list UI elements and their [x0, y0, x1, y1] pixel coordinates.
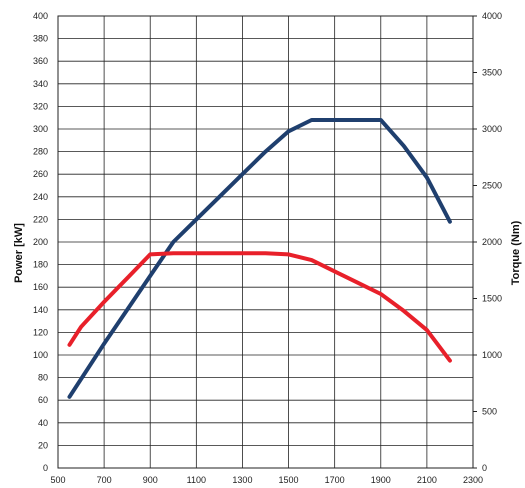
y2-tick-label: 1500	[482, 294, 502, 304]
y2-tick-label: 2000	[482, 237, 502, 247]
y2-tick-label: 0	[482, 463, 487, 473]
y-tick-label: 200	[33, 237, 48, 247]
x-tick-label: 700	[97, 475, 112, 485]
y-tick-label: 280	[33, 147, 48, 157]
y2-tick-label: 2500	[482, 181, 502, 191]
x-tick-labels: 500 700 900 1100 1300 1500 1700 1900 2100 2300	[50, 475, 483, 485]
y-tick-label: 340	[33, 79, 48, 89]
x-tick-label: 1500	[279, 475, 299, 485]
series-line-2	[67, 251, 452, 363]
x-tick-label: 1700	[325, 475, 345, 485]
grid-lines	[57, 15, 474, 469]
y-tick-label: 400	[33, 11, 48, 21]
y-tick-label: 160	[33, 282, 48, 292]
y2-tick-label: 1000	[482, 350, 502, 360]
y-tick-label: 60	[38, 395, 48, 405]
y2-tick-labels: 0 500 1000 1500 2000 2500 3000 3500 4000	[473, 11, 502, 473]
y-tick-label: 300	[33, 124, 48, 134]
y-tick-label: 80	[38, 373, 48, 383]
x-tick-label: 2100	[417, 475, 437, 485]
y-tick-label: 40	[38, 418, 48, 428]
y-tick-label: 240	[33, 192, 48, 202]
y-tick-label: 180	[33, 260, 48, 270]
y2-axis-title: Torque (Nm)	[510, 220, 522, 285]
y-tick-label: 20	[38, 440, 48, 450]
series-line-1	[67, 118, 452, 399]
y-tick-label: 360	[33, 56, 48, 66]
y-tick-label: 120	[33, 327, 48, 337]
y-tick-label: 380	[33, 34, 48, 44]
y-tick-label: 320	[33, 101, 48, 111]
y2-tick-label: 3500	[482, 68, 502, 78]
x-tick-label: 900	[143, 475, 158, 485]
y-tick-label: 260	[33, 169, 48, 179]
y-axis-title: Power [kW]	[13, 223, 25, 283]
y-tick-label: 140	[33, 305, 48, 315]
x-tick-label: 1100	[187, 475, 206, 485]
series-lines	[67, 118, 452, 399]
x-tick-label: 500	[50, 475, 65, 485]
y-tick-label: 100	[33, 350, 48, 360]
y2-tick-label: 500	[482, 407, 497, 417]
x-tick-label: 1900	[371, 475, 391, 485]
y-tick-label: 220	[33, 214, 48, 224]
x-tick-label: 2300	[463, 475, 483, 485]
y-tick-labels: 0 20 40 60 80 100 120 140 160 180 200 220 240 260 280 3…	[33, 11, 48, 473]
x-tick-label: 1300	[232, 475, 252, 485]
y-tick-label: 0	[43, 463, 48, 473]
y2-tick-label: 3000	[482, 124, 502, 134]
y2-tick-label: 4000	[482, 11, 502, 21]
